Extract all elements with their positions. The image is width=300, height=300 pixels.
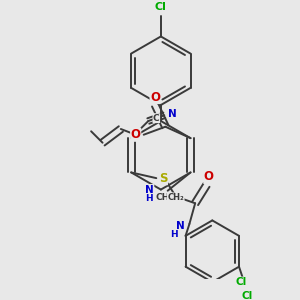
Text: H: H [146,194,153,203]
Text: N: N [176,221,185,231]
Text: C: C [153,114,160,123]
Text: O: O [204,170,214,184]
Text: O: O [150,91,160,103]
Text: Cl: Cl [155,2,167,12]
Text: N: N [145,184,154,195]
Text: CH₃: CH₃ [155,193,173,202]
Text: N: N [168,109,177,119]
Text: S: S [159,172,167,184]
Text: H: H [169,230,177,238]
Text: CH₂: CH₂ [167,193,184,202]
Text: Cl: Cl [242,291,253,300]
Text: Cl: Cl [235,277,247,287]
Text: O: O [131,128,141,141]
